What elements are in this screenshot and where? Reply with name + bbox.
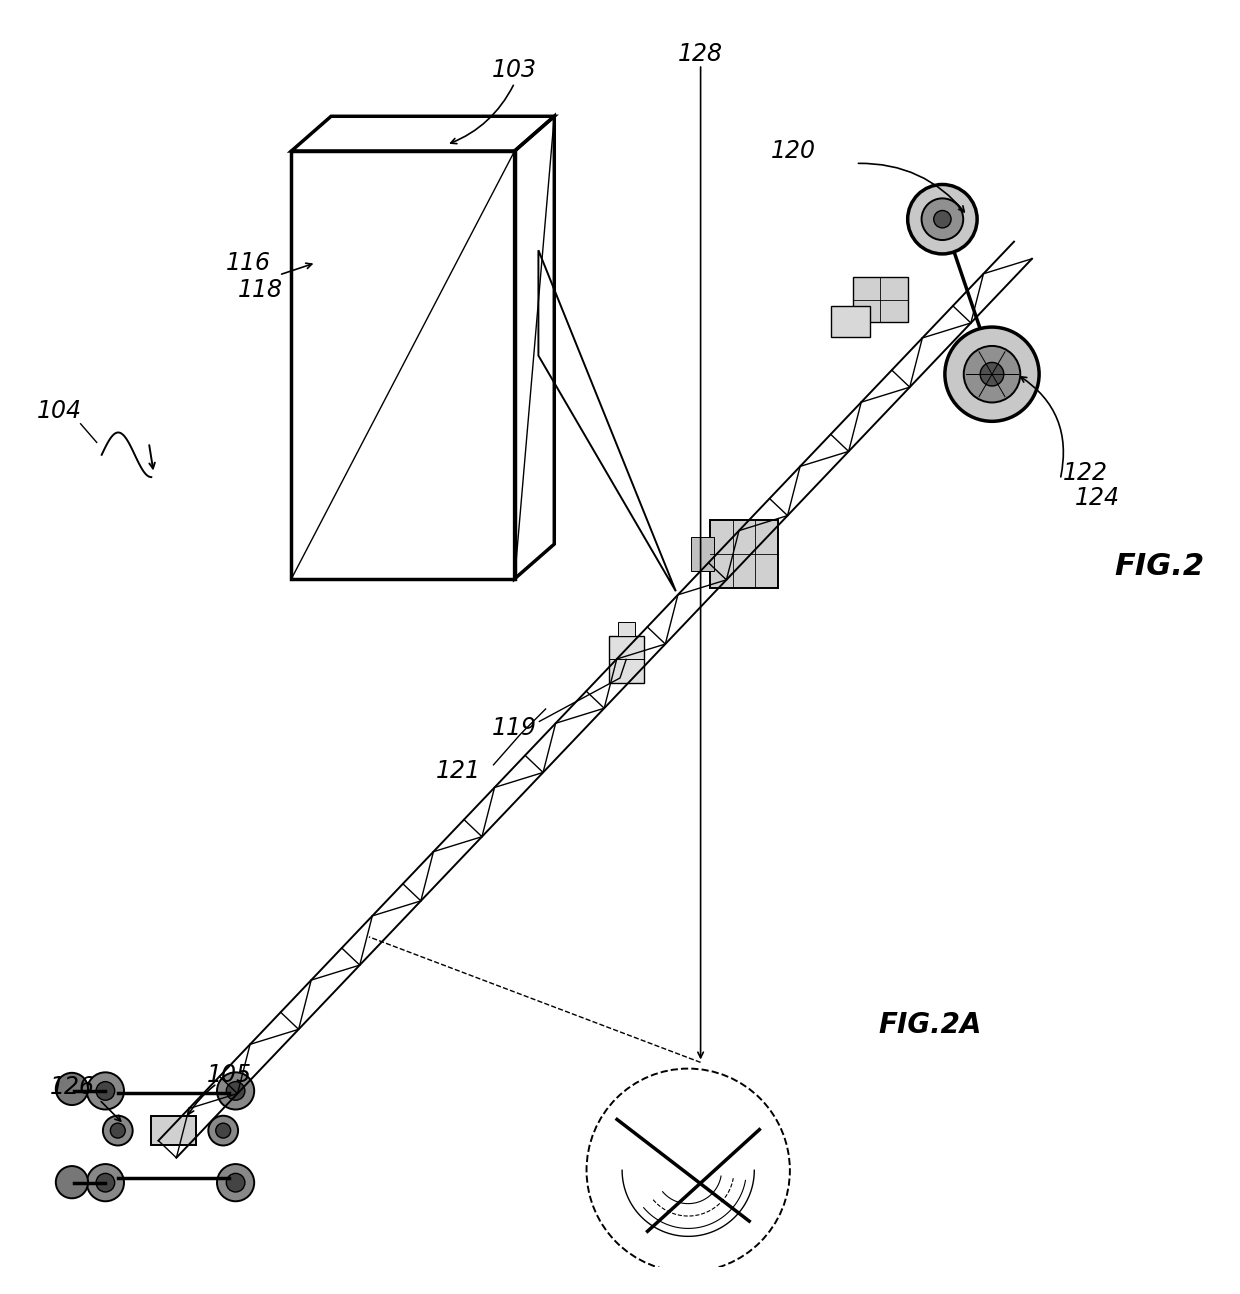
Circle shape — [226, 1082, 246, 1100]
Circle shape — [97, 1082, 115, 1100]
Circle shape — [110, 1123, 125, 1137]
Circle shape — [217, 1073, 254, 1109]
Bar — [609, 635, 644, 683]
Circle shape — [56, 1166, 88, 1198]
Circle shape — [963, 345, 1021, 402]
Text: FIG.2: FIG.2 — [1115, 553, 1204, 581]
Circle shape — [980, 362, 1004, 386]
Circle shape — [226, 1174, 246, 1192]
Bar — [709, 520, 779, 587]
Text: 120: 120 — [771, 138, 816, 163]
Text: FIG.2A: FIG.2A — [878, 1011, 982, 1039]
Text: 116: 116 — [226, 251, 270, 274]
Text: 124: 124 — [1075, 487, 1120, 510]
Text: 105: 105 — [207, 1062, 252, 1087]
Text: 121: 121 — [436, 760, 481, 783]
Bar — [853, 277, 908, 322]
Text: 126: 126 — [50, 1075, 94, 1099]
Bar — [831, 305, 870, 336]
Circle shape — [934, 211, 951, 228]
Text: 118: 118 — [238, 278, 283, 302]
Text: 103: 103 — [492, 58, 537, 83]
Circle shape — [216, 1123, 231, 1137]
Bar — [692, 537, 714, 571]
Circle shape — [208, 1115, 238, 1145]
Circle shape — [921, 198, 963, 239]
Circle shape — [217, 1165, 254, 1201]
Text: 119: 119 — [492, 716, 537, 740]
Circle shape — [97, 1174, 115, 1192]
Text: 104: 104 — [37, 400, 82, 423]
Circle shape — [103, 1115, 133, 1145]
Bar — [151, 1115, 196, 1145]
Circle shape — [87, 1073, 124, 1109]
Bar — [618, 621, 635, 635]
Text: 128: 128 — [678, 43, 723, 66]
Text: 122: 122 — [1063, 462, 1107, 485]
Circle shape — [945, 327, 1039, 422]
Circle shape — [87, 1165, 124, 1201]
Circle shape — [908, 185, 977, 254]
Circle shape — [56, 1073, 88, 1105]
